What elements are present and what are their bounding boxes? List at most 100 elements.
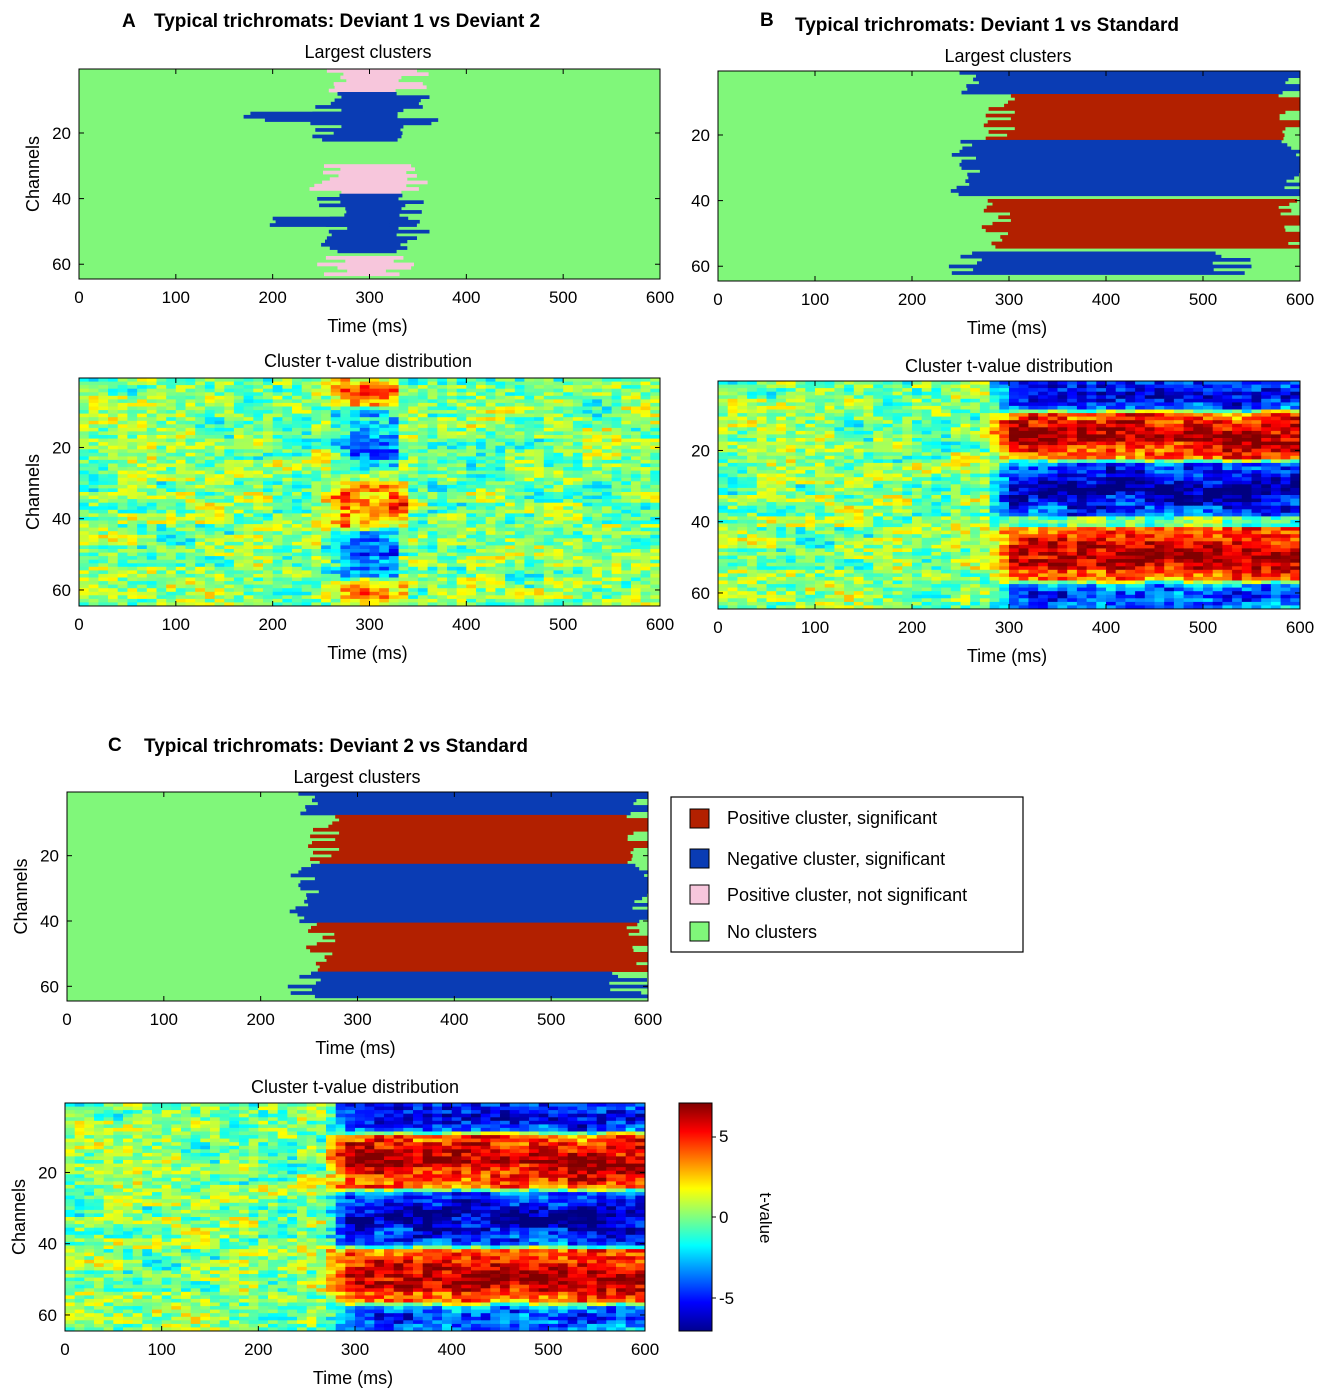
tvalue-cell bbox=[282, 385, 293, 390]
tvalue-cell bbox=[398, 570, 409, 575]
tvalue-cell bbox=[350, 378, 361, 382]
tvalue-cell bbox=[650, 449, 661, 454]
tvalue-cell bbox=[563, 378, 574, 382]
tvalue-cell bbox=[592, 417, 603, 422]
tvalue-cell bbox=[1261, 423, 1272, 428]
tvalue-cell bbox=[233, 506, 244, 511]
tvalue-cell bbox=[340, 538, 351, 543]
tvalue-cell bbox=[98, 513, 109, 518]
tvalue-cell bbox=[321, 502, 332, 507]
tvalue-cell bbox=[301, 399, 312, 404]
tvalue-cell bbox=[253, 456, 264, 461]
tvalue-cell bbox=[185, 570, 196, 575]
tvalue-cell bbox=[350, 420, 361, 425]
tvalue-cell bbox=[1183, 420, 1194, 425]
tvalue-cell bbox=[311, 452, 322, 457]
tvalue-cell bbox=[456, 502, 467, 507]
tvalue-cell bbox=[921, 427, 932, 432]
tvalue-cell bbox=[1241, 388, 1252, 393]
tvalue-cell bbox=[756, 423, 767, 428]
tvalue-cell bbox=[892, 430, 903, 435]
tvalue-cell bbox=[330, 591, 341, 596]
tvalue-cell bbox=[572, 438, 583, 443]
tvalue-cell bbox=[195, 588, 206, 593]
tvalue-cell bbox=[330, 499, 341, 504]
tvalue-cell bbox=[437, 581, 448, 586]
tvalue-cell bbox=[263, 541, 274, 546]
tvalue-cell bbox=[359, 591, 370, 596]
tvalue-cell bbox=[495, 417, 506, 422]
tvalue-cell bbox=[853, 423, 864, 428]
tvalue-cell bbox=[330, 495, 341, 500]
tvalue-cell bbox=[408, 392, 419, 397]
tvalue-cell bbox=[485, 427, 496, 432]
tvalue-cell bbox=[417, 395, 428, 400]
tvalue-cell bbox=[388, 577, 399, 582]
tvalue-cell bbox=[485, 388, 496, 393]
tvalue-cell bbox=[272, 378, 283, 382]
tvalue-cell bbox=[650, 431, 661, 436]
tvalue-cell bbox=[272, 531, 283, 536]
tvalue-cell bbox=[737, 427, 748, 432]
tvalue-cell bbox=[292, 442, 303, 447]
tvalue-cell bbox=[301, 513, 312, 518]
tvalue-cell bbox=[621, 410, 632, 415]
tvalue-cell bbox=[621, 459, 632, 464]
tvalue-cell bbox=[631, 474, 642, 479]
tvalue-cell bbox=[931, 395, 942, 400]
tvalue-cell bbox=[621, 481, 632, 486]
tvalue-cell bbox=[253, 566, 264, 571]
tvalue-cell bbox=[185, 524, 196, 529]
tvalue-cell bbox=[1212, 388, 1223, 393]
tvalue-cell bbox=[582, 570, 593, 575]
tvalue-cell bbox=[272, 385, 283, 390]
tvalue-cell bbox=[359, 477, 370, 482]
cluster-cell-neg_sig bbox=[969, 182, 1300, 187]
tvalue-cell bbox=[156, 570, 167, 575]
tvalue-cell bbox=[388, 435, 399, 439]
tvalue-cell bbox=[108, 399, 119, 404]
tvalue-cell bbox=[882, 405, 893, 410]
tvalue-cell bbox=[795, 409, 806, 414]
tvalue-cell bbox=[272, 445, 283, 450]
tvalue-cell bbox=[214, 410, 225, 415]
tvalue-cell bbox=[195, 449, 206, 454]
cluster-cell-neg_sig bbox=[345, 206, 402, 211]
tvalue-cell bbox=[272, 438, 283, 443]
tvalue-cell bbox=[408, 595, 419, 600]
tvalue-cell bbox=[175, 481, 186, 486]
tvalue-cell bbox=[127, 598, 138, 603]
tvalue-cell bbox=[650, 406, 661, 411]
tvalue-cell bbox=[1222, 381, 1233, 385]
tvalue-cell bbox=[127, 452, 138, 457]
tvalue-cell bbox=[902, 388, 913, 393]
tvalue-cell bbox=[175, 495, 186, 500]
tvalue-cell bbox=[495, 406, 506, 411]
tvalue-cell bbox=[640, 484, 651, 489]
tvalue-cell bbox=[892, 420, 903, 425]
tvalue-cell bbox=[1222, 388, 1233, 393]
tvalue-cell bbox=[611, 395, 622, 400]
tvalue-cell bbox=[476, 445, 487, 450]
tvalue-cell bbox=[650, 399, 661, 404]
tvalue-cell bbox=[301, 538, 312, 543]
tvalue-cell bbox=[1241, 381, 1252, 385]
tvalue-cell bbox=[88, 527, 99, 532]
cluster-cell-pos_nonsig bbox=[345, 259, 394, 263]
tvalue-cell bbox=[592, 445, 603, 450]
tvalue-cell bbox=[301, 602, 312, 607]
tvalue-cell bbox=[263, 520, 274, 525]
tvalue-cell bbox=[379, 459, 390, 464]
tvalue-cell bbox=[427, 395, 438, 400]
tvalue-cell bbox=[311, 570, 322, 575]
tvalue-cell bbox=[253, 484, 264, 489]
tvalue-cell bbox=[214, 513, 225, 518]
tvalue-cell bbox=[582, 431, 593, 436]
tvalue-cell bbox=[621, 527, 632, 532]
tvalue-cell bbox=[282, 591, 293, 596]
tvalue-cell bbox=[195, 534, 206, 539]
tvalue-cell bbox=[146, 502, 157, 507]
tvalue-cell bbox=[408, 410, 419, 415]
tvalue-cell bbox=[1115, 420, 1126, 425]
tvalue-cell bbox=[631, 488, 642, 493]
